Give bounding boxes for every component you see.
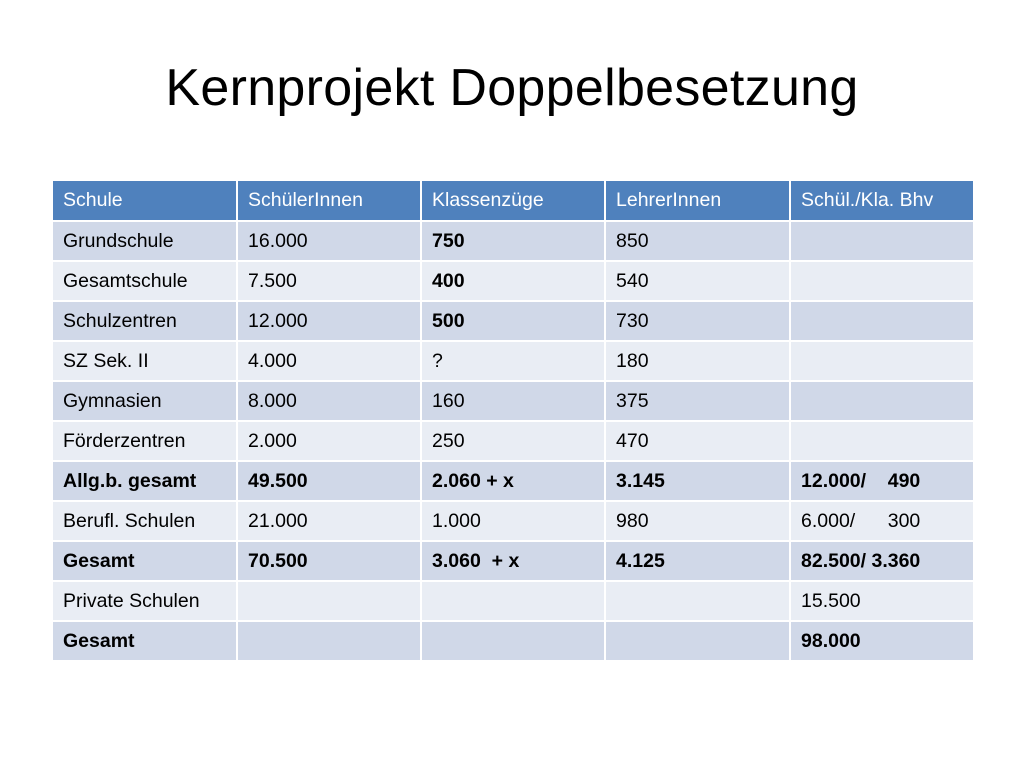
table-cell: 500 bbox=[420, 300, 606, 342]
table-cell bbox=[789, 420, 975, 462]
table-cell: ? bbox=[420, 340, 606, 382]
table-cell: 850 bbox=[604, 220, 791, 262]
table-cell bbox=[789, 380, 975, 422]
table-cell: Förderzentren bbox=[51, 420, 238, 462]
table-cell: 400 bbox=[420, 260, 606, 302]
table-row-grand-total: Gesamt 98.000 bbox=[51, 620, 975, 662]
header-lehrerinnen: LehrerInnen bbox=[604, 179, 791, 222]
table-cell: 3.145 bbox=[604, 460, 791, 502]
table-cell: Allg.b. gesamt bbox=[51, 460, 238, 502]
table-cell: Berufl. Schulen bbox=[51, 500, 238, 542]
table-cell bbox=[604, 580, 791, 622]
header-schuelerinnen: SchülerInnen bbox=[236, 179, 422, 222]
table-cell: 540 bbox=[604, 260, 791, 302]
table-row: Private Schulen 15.500 bbox=[51, 580, 975, 622]
table-cell bbox=[789, 220, 975, 262]
table-cell: 7.500 bbox=[236, 260, 422, 302]
table-cell: 1.000 bbox=[420, 500, 606, 542]
table-row: Förderzentren 2.000 250 470 bbox=[51, 420, 975, 462]
table-cell: 70.500 bbox=[236, 540, 422, 582]
table-cell bbox=[604, 620, 791, 662]
schools-table: Schule SchülerInnen Klassenzüge LehrerIn… bbox=[51, 179, 975, 662]
table-cell: 49.500 bbox=[236, 460, 422, 502]
table-cell: Gesamtschule bbox=[51, 260, 238, 302]
table-cell bbox=[789, 340, 975, 382]
table-cell: 8.000 bbox=[236, 380, 422, 422]
table-cell: Grundschule bbox=[51, 220, 238, 262]
table-cell: 15.500 bbox=[789, 580, 975, 622]
table-cell: 16.000 bbox=[236, 220, 422, 262]
table-row: Gesamtschule 7.500 400 540 bbox=[51, 260, 975, 302]
table-row-subtotal: Allg.b. gesamt 49.500 2.060 + x 3.145 12… bbox=[51, 460, 975, 502]
header-schuel-kla-bhv: Schül./Kla. Bhv bbox=[789, 179, 975, 222]
table-cell: 21.000 bbox=[236, 500, 422, 542]
table-cell: 82.500/ 3.360 bbox=[789, 540, 975, 582]
table-cell: Gesamt bbox=[51, 540, 238, 582]
table-cell bbox=[420, 580, 606, 622]
table-cell: 160 bbox=[420, 380, 606, 422]
table-row: Berufl. Schulen 21.000 1.000 980 6.000/ … bbox=[51, 500, 975, 542]
table-row: Grundschule 16.000 750 850 bbox=[51, 220, 975, 262]
table-cell: 750 bbox=[420, 220, 606, 262]
table-cell: 12.000 bbox=[236, 300, 422, 342]
table-row-total: Gesamt 70.500 3.060 + x 4.125 82.500/ 3.… bbox=[51, 540, 975, 582]
table-cell bbox=[236, 620, 422, 662]
table-cell: 12.000/ 490 bbox=[789, 460, 975, 502]
table-cell: 4.000 bbox=[236, 340, 422, 382]
header-klassenzuege: Klassenzüge bbox=[420, 179, 606, 222]
table-cell: 6.000/ 300 bbox=[789, 500, 975, 542]
table-row: Schulzentren 12.000 500 730 bbox=[51, 300, 975, 342]
table-cell: Gymnasien bbox=[51, 380, 238, 422]
table-cell: 180 bbox=[604, 340, 791, 382]
schools-table-container: Schule SchülerInnen Klassenzüge LehrerIn… bbox=[51, 179, 975, 662]
table-cell: 98.000 bbox=[789, 620, 975, 662]
header-schule: Schule bbox=[51, 179, 238, 222]
table-cell: 470 bbox=[604, 420, 791, 462]
table-cell: 2.060 + x bbox=[420, 460, 606, 502]
table-cell: 2.000 bbox=[236, 420, 422, 462]
table-cell bbox=[789, 300, 975, 342]
table-cell bbox=[789, 260, 975, 302]
table-cell: Schulzentren bbox=[51, 300, 238, 342]
table-row: SZ Sek. II 4.000 ? 180 bbox=[51, 340, 975, 382]
slide-title: Kernprojekt Doppelbesetzung bbox=[165, 59, 859, 117]
table-cell: 3.060 + x bbox=[420, 540, 606, 582]
table-cell: 730 bbox=[604, 300, 791, 342]
table-cell: 250 bbox=[420, 420, 606, 462]
table-cell: SZ Sek. II bbox=[51, 340, 238, 382]
table-cell bbox=[236, 580, 422, 622]
table-row: Gymnasien 8.000 160 375 bbox=[51, 380, 975, 422]
table-cell: 4.125 bbox=[604, 540, 791, 582]
table-cell bbox=[420, 620, 606, 662]
table-header-row: Schule SchülerInnen Klassenzüge LehrerIn… bbox=[51, 179, 975, 222]
table-cell: Gesamt bbox=[51, 620, 238, 662]
table-cell: Private Schulen bbox=[51, 580, 238, 622]
table-cell: 375 bbox=[604, 380, 791, 422]
table-cell: 980 bbox=[604, 500, 791, 542]
